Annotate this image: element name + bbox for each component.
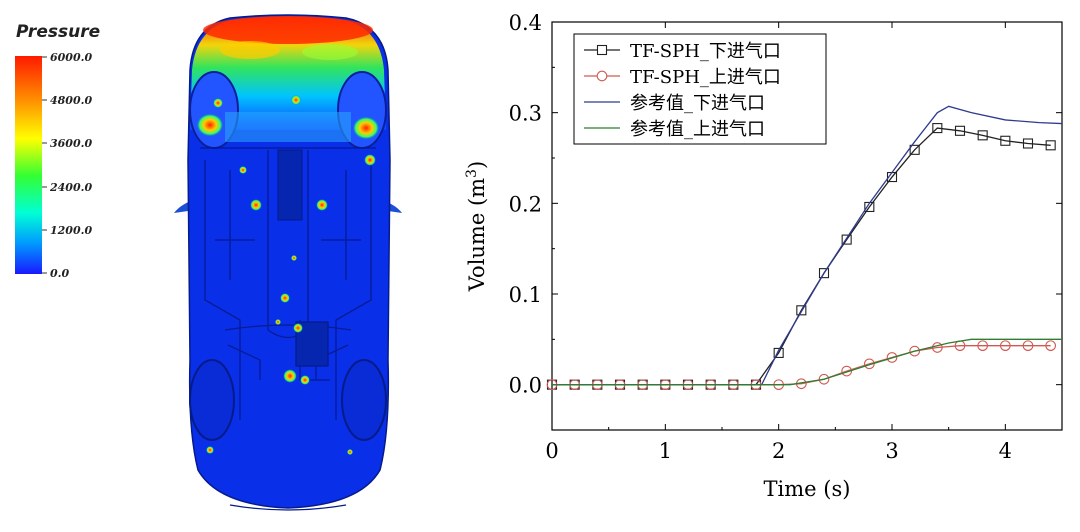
x-tick-label: 0 (545, 439, 558, 463)
volume-line-chart: 0 1 2 3 4 0.0 0.1 0.2 0.3 0.4 Time (s) Volume (m3) T… (464, 11, 1063, 501)
car-body-image (174, 14, 402, 511)
colorbar-tick-label: 4800.0 (50, 94, 92, 107)
legend-label: TF-SPH_下进气口 (630, 41, 781, 62)
legend-marker-circle (596, 70, 608, 82)
pressure-contour-panel: Pressure (0, 0, 450, 528)
data-point-square (909, 144, 920, 155)
data-point-square (796, 305, 807, 316)
data-point-square (841, 234, 852, 245)
data-point-circle (886, 352, 898, 363)
data-point-circle (1022, 340, 1034, 352)
x-tick-label: 2 (772, 439, 785, 463)
data-point-square (954, 125, 966, 136)
colorbar-tick-label: 0.0 (50, 267, 69, 280)
data-point-circle (1045, 340, 1057, 352)
data-point-square (773, 347, 784, 358)
data-point-square (932, 123, 943, 134)
data-point-square (1000, 135, 1011, 146)
legend-box (573, 33, 827, 145)
plot-frame (551, 21, 1063, 431)
colorbar-tick-label: 6000.0 (50, 51, 92, 64)
data-point-circle (977, 340, 989, 352)
colorbar-tick-label: 3600.0 (50, 137, 92, 150)
data-point-square (1045, 140, 1056, 151)
data-point-circle (818, 373, 830, 385)
volume-chart-panel: 0 1 2 3 4 0.0 0.1 0.2 0.3 0.4 Time (s) Volume (m3) T… (450, 0, 1080, 528)
y-tick-label: 0.2 (509, 192, 542, 216)
y-tick-label: 0.1 (509, 283, 542, 307)
legend-label: 参考值_下进气口 (630, 93, 765, 114)
x-tick-label: 4 (999, 439, 1012, 463)
data-point-circle (999, 340, 1011, 352)
x-axis-label: Time (s) (764, 477, 851, 501)
colorbar (15, 56, 42, 274)
y-axis-label: Volume (m3) (464, 161, 489, 292)
colorbar-ticks (42, 56, 47, 274)
series-line (552, 105, 1063, 386)
y-tick-label: 0.0 (509, 374, 542, 398)
legend-marker-square (596, 44, 608, 56)
x-tick-label: 3 (885, 439, 898, 463)
series-line (552, 338, 1062, 386)
pressure-contour-figure: 6000.0 4800.0 3600.0 2400.0 1200.0 0.0 (15, 14, 402, 511)
legend-label: TF-SPH_上进气口 (630, 67, 781, 88)
y-tick-label: 0.4 (509, 11, 542, 35)
x-tick-label: 1 (659, 439, 672, 463)
y-tick-label: 0.3 (509, 102, 542, 126)
data-point-square (977, 130, 988, 141)
data-point-square (1022, 138, 1034, 149)
colorbar-title: Pressure (16, 22, 101, 42)
colorbar-tick-label: 2400.0 (49, 181, 92, 194)
data-point-circle (909, 345, 921, 357)
colorbar-tick-label: 1200.0 (50, 224, 92, 237)
data-point-square (818, 268, 830, 279)
legend-label: 参考值_上进气口 (630, 119, 765, 140)
